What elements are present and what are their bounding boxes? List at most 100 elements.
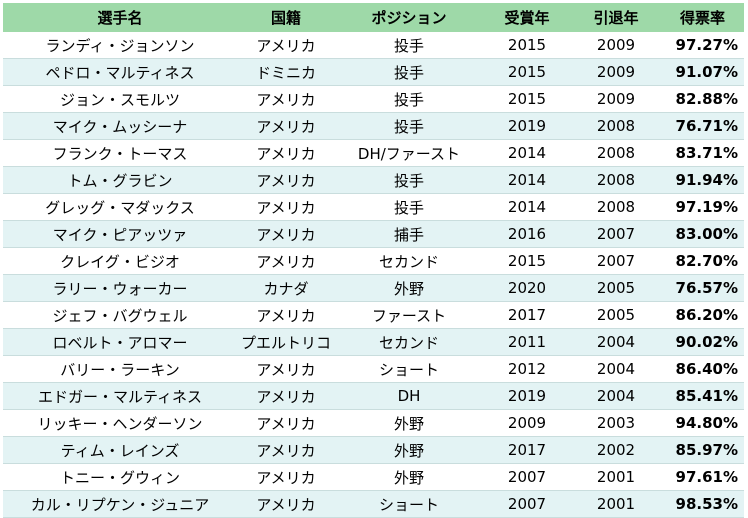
table-row: リッキー・ヘンダーソン アメリカ 外野 2009 2003 94.80% [3, 409, 744, 437]
cell-retire-year: 2008 [571, 112, 661, 140]
cell-position: 外野 [335, 436, 483, 464]
table-row: ペドロ・マルティネス ドミニカ 投手 2015 2009 91.07% [3, 58, 744, 86]
table-row: ランディ・ジョンソン アメリカ 投手 2015 2009 97.27% [3, 32, 744, 59]
cell-retire-year: 2009 [571, 58, 661, 86]
cell-retire-year: 2008 [571, 193, 661, 221]
cell-position: DH [335, 382, 483, 410]
cell-nationality: アメリカ [237, 166, 335, 194]
table-row: マイク・ムッシーナ アメリカ 投手 2019 2008 76.71% [3, 112, 744, 140]
cell-award-year: 2012 [483, 355, 571, 383]
header-nationality: 国籍 [237, 3, 335, 32]
table-row: バリー・ラーキン アメリカ ショート 2012 2004 86.40% [3, 355, 744, 383]
cell-vote-rate: 76.57% [661, 274, 744, 302]
header-award-year: 受賞年 [483, 3, 571, 32]
cell-award-year: 2007 [483, 490, 571, 518]
cell-award-year: 2014 [483, 193, 571, 221]
cell-player-name: ラリー・ウォーカー [3, 274, 237, 302]
cell-player-name: マイク・ムッシーナ [3, 112, 237, 140]
cell-position: 外野 [335, 274, 483, 302]
cell-vote-rate: 97.19% [661, 193, 744, 221]
table-row: カル・リプケン・ジュニア アメリカ ショート 2007 2001 98.53% [3, 490, 744, 518]
cell-position: ファースト [335, 301, 483, 329]
cell-retire-year: 2001 [571, 490, 661, 518]
header-position: ポジション [335, 3, 483, 32]
cell-player-name: バリー・ラーキン [3, 355, 237, 383]
header-vote-rate: 得票率 [661, 3, 744, 32]
cell-vote-rate: 94.80% [661, 409, 744, 437]
cell-retire-year: 2008 [571, 166, 661, 194]
cell-player-name: フランク・トーマス [3, 139, 237, 167]
header-row: 選手名 国籍 ポジション 受賞年 引退年 得票率 [3, 3, 744, 32]
table-row: ラリー・ウォーカー カナダ 外野 2020 2005 76.57% [3, 274, 744, 302]
table-row: ジョン・スモルツ アメリカ 投手 2015 2009 82.88% [3, 85, 744, 113]
cell-nationality: アメリカ [237, 247, 335, 275]
table-row: エドガー・マルティネス アメリカ DH 2019 2004 85.41% [3, 382, 744, 410]
cell-retire-year: 2001 [571, 463, 661, 491]
cell-nationality: アメリカ [237, 409, 335, 437]
cell-player-name: グレッグ・マダックス [3, 193, 237, 221]
cell-position: 外野 [335, 409, 483, 437]
cell-retire-year: 2003 [571, 409, 661, 437]
cell-nationality: アメリカ [237, 355, 335, 383]
cell-position: 投手 [335, 32, 483, 59]
cell-position: 投手 [335, 58, 483, 86]
cell-position: セカンド [335, 328, 483, 356]
cell-player-name: ティム・レインズ [3, 436, 237, 464]
cell-award-year: 2020 [483, 274, 571, 302]
cell-position: 投手 [335, 85, 483, 113]
cell-award-year: 2015 [483, 32, 571, 59]
cell-retire-year: 2004 [571, 328, 661, 356]
table-row: フランク・トーマス アメリカ DH/ファースト 2014 2008 83.71% [3, 139, 744, 167]
cell-vote-rate: 83.71% [661, 139, 744, 167]
cell-player-name: ランディ・ジョンソン [3, 32, 237, 59]
cell-nationality: アメリカ [237, 112, 335, 140]
cell-vote-rate: 97.27% [661, 32, 744, 59]
table-container: 選手名 国籍 ポジション 受賞年 引退年 得票率 ランディ・ジョンソン アメリカ投… [3, 3, 744, 518]
cell-vote-rate: 82.70% [661, 247, 744, 275]
cell-retire-year: 2008 [571, 139, 661, 167]
cell-vote-rate: 85.41% [661, 382, 744, 410]
cell-retire-year: 2007 [571, 220, 661, 248]
cell-position: ショート [335, 490, 483, 518]
table-row: ティム・レインズ アメリカ 外野 2017 2002 85.97% [3, 436, 744, 464]
cell-nationality: アメリカ [237, 463, 335, 491]
cell-award-year: 2007 [483, 463, 571, 491]
cell-vote-rate: 86.40% [661, 355, 744, 383]
cell-position: 投手 [335, 193, 483, 221]
cell-position: 投手 [335, 166, 483, 194]
cell-vote-rate: 82.88% [661, 85, 744, 113]
cell-vote-rate: 90.02% [661, 328, 744, 356]
cell-player-name: ジョン・スモルツ [3, 85, 237, 113]
cell-award-year: 2015 [483, 247, 571, 275]
cell-position: ショート [335, 355, 483, 383]
cell-nationality: ドミニカ [237, 58, 335, 86]
cell-vote-rate: 91.07% [661, 58, 744, 86]
cell-retire-year: 2002 [571, 436, 661, 464]
table-row: クレイグ・ビジオ アメリカ セカンド 2015 2007 82.70% [3, 247, 744, 275]
cell-award-year: 2015 [483, 58, 571, 86]
cell-award-year: 2009 [483, 409, 571, 437]
cell-award-year: 2011 [483, 328, 571, 356]
cell-vote-rate: 91.94% [661, 166, 744, 194]
cell-vote-rate: 76.71% [661, 112, 744, 140]
cell-nationality: アメリカ [237, 301, 335, 329]
table-row: トニー・グウィン アメリカ 外野 2007 2001 97.61% [3, 463, 744, 491]
cell-position: DH/ファースト [335, 139, 483, 167]
cell-retire-year: 2007 [571, 247, 661, 275]
cell-award-year: 2019 [483, 382, 571, 410]
table-row: マイク・ピアッツァ アメリカ 捕手 2016 2007 83.00% [3, 220, 744, 248]
cell-nationality: アメリカ [237, 193, 335, 221]
cell-nationality: アメリカ [237, 490, 335, 518]
cell-award-year: 2014 [483, 166, 571, 194]
table-row: トム・グラビン アメリカ 投手 2014 2008 91.94% [3, 166, 744, 194]
cell-retire-year: 2004 [571, 355, 661, 383]
cell-award-year: 2017 [483, 436, 571, 464]
cell-position: セカンド [335, 247, 483, 275]
cell-player-name: トム・グラビン [3, 166, 237, 194]
cell-player-name: クレイグ・ビジオ [3, 247, 237, 275]
cell-vote-rate: 83.00% [661, 220, 744, 248]
cell-nationality: アメリカ [237, 220, 335, 248]
hall-of-fame-table: 選手名 国籍 ポジション 受賞年 引退年 得票率 ランディ・ジョンソン アメリカ投… [3, 3, 744, 518]
table-row: グレッグ・マダックス アメリカ 投手 2014 2008 97.19% [3, 193, 744, 221]
cell-player-name: トニー・グウィン [3, 463, 237, 491]
